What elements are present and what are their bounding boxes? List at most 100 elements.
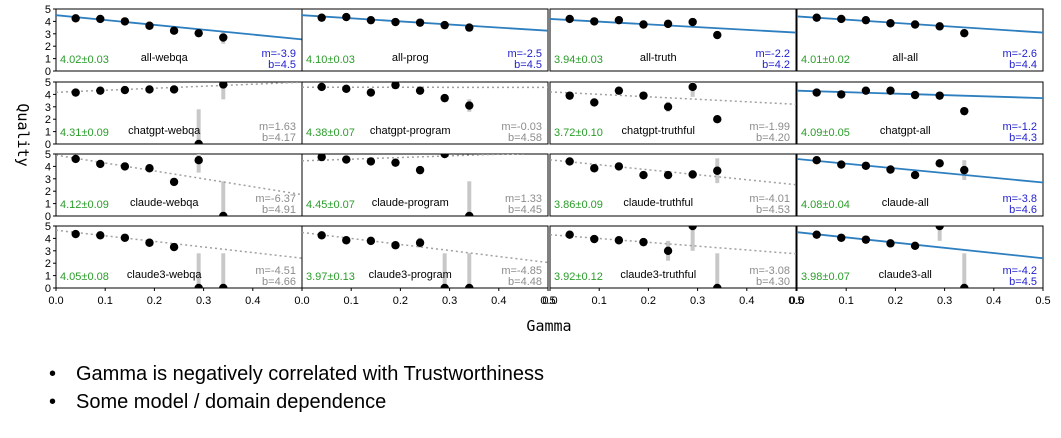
data-point bbox=[935, 226, 944, 231]
data-point bbox=[120, 233, 130, 242]
panel-plot-area bbox=[797, 13, 1043, 38]
data-point bbox=[960, 165, 969, 175]
panel-chatgpt-program: chatgpt-program 4.38±0.07 m=-0.03b=4.58 bbox=[301, 81, 549, 145]
panel-title: all-prog bbox=[392, 52, 429, 64]
y-tick-label: 1 bbox=[45, 271, 51, 283]
panel-plot-area bbox=[797, 156, 1043, 184]
y-tick-label: 4 bbox=[45, 161, 51, 173]
data-point bbox=[366, 236, 376, 246]
data-point bbox=[614, 236, 624, 245]
data-point bbox=[415, 238, 425, 247]
x-tick-label: 0.4 bbox=[739, 295, 754, 307]
data-point bbox=[812, 88, 821, 97]
x-tick-label: 0.1 bbox=[344, 295, 359, 307]
data-point bbox=[935, 91, 944, 100]
y-tick-label: 0 bbox=[45, 139, 51, 151]
data-point bbox=[342, 12, 351, 22]
error-bar bbox=[221, 253, 226, 288]
data-point bbox=[391, 17, 400, 27]
panel-plot-area bbox=[56, 229, 302, 288]
data-point bbox=[688, 226, 697, 231]
panel-claude3-all: 0.0 0.1 0.2 0.3 0.4 0.5 claude3-all 3.98±0.07 m=… bbox=[789, 225, 1051, 307]
panel-title: claude-truthful bbox=[623, 197, 693, 209]
data-point bbox=[342, 84, 351, 94]
y-tick-label: 4 bbox=[45, 89, 51, 101]
data-point bbox=[713, 283, 722, 288]
panel-plot-area bbox=[550, 82, 796, 124]
data-point bbox=[145, 238, 154, 247]
panel-slope-label: m=-2.5 bbox=[507, 48, 542, 60]
panel-intercept-label: b=4.5 bbox=[1009, 276, 1037, 288]
x-tick-label: 0.0 bbox=[542, 295, 557, 307]
x-tick-label: 0.5 bbox=[1035, 295, 1050, 307]
x-tick-label: 0.4 bbox=[245, 295, 260, 307]
data-point bbox=[886, 86, 895, 95]
panel-intercept-label: b=4.5 bbox=[514, 59, 542, 71]
panel-intercept-label: b=4.53 bbox=[756, 204, 790, 216]
x-tick-label: 0.1 bbox=[592, 295, 607, 307]
panel-intercept-label: b=4.4 bbox=[1009, 59, 1037, 71]
panel-title: chatgpt-truthful bbox=[622, 125, 695, 137]
data-point bbox=[317, 82, 326, 92]
data-point bbox=[71, 154, 80, 164]
error-bar bbox=[442, 253, 447, 288]
data-point bbox=[565, 14, 574, 24]
x-tick-label: 0.2 bbox=[147, 295, 162, 307]
data-point bbox=[935, 22, 944, 31]
data-point bbox=[169, 85, 179, 94]
panel-mean-label: 4.45±0.07 bbox=[306, 199, 355, 211]
fit-line bbox=[550, 91, 796, 106]
data-point bbox=[960, 28, 969, 38]
data-point bbox=[71, 14, 80, 23]
panel-claude3-program: 0.0 0.1 0.2 0.3 0.4 0.5 claude3-program 3.97±0.… bbox=[294, 225, 556, 307]
panel-claude3-truthful: 0.0 0.1 0.2 0.3 0.4 0.5 claude3-truthful 3.92±0… bbox=[542, 225, 804, 307]
panel-slope-label: m=-1.99 bbox=[749, 121, 790, 133]
panel-mean-label: 3.97±0.13 bbox=[306, 271, 355, 283]
panel-title: all-truth bbox=[640, 52, 677, 64]
panel-intercept-label: b=4.20 bbox=[756, 132, 790, 144]
panel-intercept-label: b=4.3 bbox=[1009, 132, 1037, 144]
data-point bbox=[713, 115, 722, 124]
data-point bbox=[910, 90, 920, 100]
panel-mean-label: 3.98±0.07 bbox=[801, 271, 850, 283]
y-tick-label: 5 bbox=[45, 149, 51, 161]
y-tick-label: 5 bbox=[45, 4, 51, 16]
panel-mean-label: 3.86±0.09 bbox=[554, 199, 603, 211]
bullet-list: • Gamma is negatively correlated with Tru… bbox=[44, 360, 544, 416]
data-point bbox=[663, 246, 673, 255]
panel-title: claude-webqa bbox=[130, 197, 199, 209]
y-axis-label: Quality bbox=[14, 103, 32, 166]
data-point bbox=[317, 13, 326, 22]
x-tick-label: 0.1 bbox=[839, 295, 854, 307]
data-point bbox=[219, 33, 228, 42]
data-point bbox=[837, 233, 846, 242]
fit-line bbox=[550, 159, 796, 186]
panel-intercept-label: b=4.58 bbox=[508, 132, 542, 144]
data-point bbox=[219, 211, 228, 216]
data-point bbox=[812, 156, 821, 165]
x-tick-label: 0.3 bbox=[690, 295, 705, 307]
data-point bbox=[342, 236, 351, 245]
panel-plot-area bbox=[56, 14, 302, 44]
panel-intercept-label: b=4.91 bbox=[262, 204, 296, 216]
x-axis-label: Gamma bbox=[526, 317, 571, 335]
panel-plot-area bbox=[550, 157, 796, 186]
data-point bbox=[935, 159, 944, 168]
data-point bbox=[465, 23, 474, 32]
panel-frame bbox=[549, 81, 797, 145]
data-point bbox=[366, 88, 376, 97]
panel-intercept-label: b=4.66 bbox=[262, 276, 296, 288]
panel-slope-label: m=1.63 bbox=[259, 121, 296, 133]
error-bar bbox=[196, 253, 201, 288]
y-tick-label: 3 bbox=[45, 102, 51, 114]
y-tick-label: 4 bbox=[45, 16, 51, 28]
panel-claude-truthful: claude-truthful 3.86±0.09 m=-4.01b=4.53 bbox=[549, 153, 797, 217]
y-tick-label: 1 bbox=[45, 54, 51, 66]
panel-plot-area bbox=[302, 12, 548, 32]
y-tick-label: 5 bbox=[45, 221, 51, 233]
data-point bbox=[96, 14, 105, 24]
data-point bbox=[145, 164, 154, 173]
x-tick-label: 0.2 bbox=[888, 295, 903, 307]
